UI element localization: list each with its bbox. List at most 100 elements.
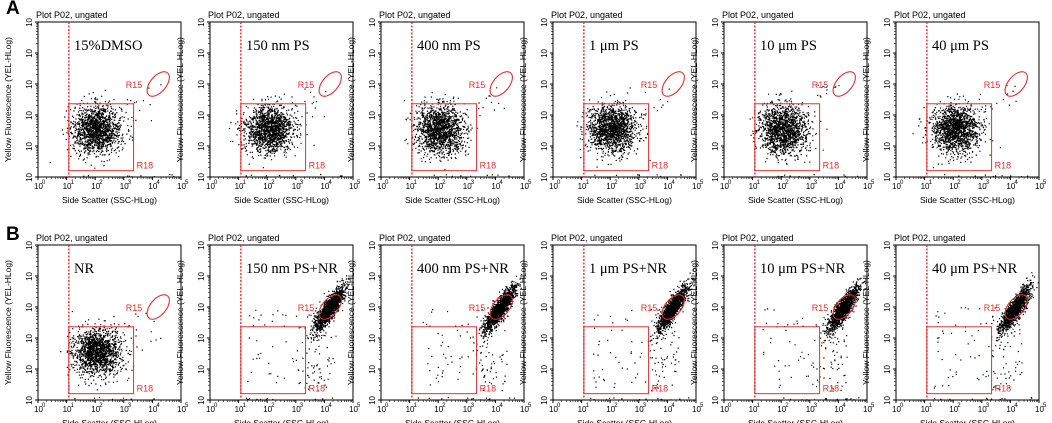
x-tick-label: 10 — [1035, 182, 1044, 191]
x-tick-exponent: 2 — [442, 403, 446, 409]
x-tick-label: 10 — [606, 182, 615, 191]
r18-gate — [926, 103, 993, 172]
x-tick-label: 10 — [921, 405, 930, 414]
x-tick-label: 10 — [892, 182, 901, 191]
x-tick-exponent: 2 — [785, 403, 789, 409]
panel-title: 400 nm PS — [417, 38, 481, 54]
panel-title: 1 μm PS+NR — [589, 261, 667, 277]
y-tick-label: 10 — [368, 79, 377, 88]
y-tick-label: 10 — [368, 395, 377, 404]
x-tick-label: 10 — [635, 182, 644, 191]
x-tick-exponent: 4 — [671, 180, 675, 186]
y-tick-label: 10 — [368, 110, 377, 119]
x-axis-label: Side Scatter (SSC-HLog) — [234, 195, 329, 205]
flow-plot-panel: Plot P02, ungated Yellow Fluorescence (YE… — [346, 233, 532, 423]
y-tick-label: 10 — [540, 333, 549, 342]
panel-title: 400 nm PS+NR — [417, 261, 509, 277]
flow-plot-panel: Plot P02, ungated Yellow Fluorescence (YE… — [861, 233, 1047, 423]
y-tick-label: 10 — [883, 48, 892, 57]
y-tick-label: 10 — [197, 79, 206, 88]
r18-gate-label: R18 — [823, 161, 840, 171]
x-tick-exponent: 0 — [385, 180, 389, 186]
x-tick-exponent: 0 — [900, 180, 904, 186]
y-tick-label: 10 — [197, 240, 206, 249]
y-tick-label: 10 — [368, 172, 377, 181]
plot-header: Plot P02, ungated — [551, 10, 623, 20]
y-axis-label: Yellow Fluorescence (YEL-HLog) — [175, 37, 185, 162]
y-tick-label: 10 — [540, 302, 549, 311]
x-tick-exponent: 0 — [557, 403, 561, 409]
x-tick-exponent: 0 — [42, 403, 46, 409]
x-axis-label: Side Scatter (SSC-HLog) — [748, 418, 843, 423]
x-tick-label: 10 — [349, 405, 358, 414]
flow-plot-panel: Plot P02, ungated Yellow Fluorescence (YE… — [518, 233, 704, 423]
x-tick-label: 10 — [635, 405, 644, 414]
x-axis-label: Side Scatter (SSC-HLog) — [62, 418, 157, 423]
x-axis-label: Side Scatter (SSC-HLog) — [62, 195, 157, 205]
r15-gate — [146, 71, 170, 97]
y-tick-label: 10 — [197, 110, 206, 119]
x-tick-label: 10 — [663, 182, 672, 191]
panel-title: 1 μm PS — [589, 38, 639, 54]
plot-header: Plot P02, ungated — [208, 233, 280, 243]
y-axis-label: Yellow Fluorescence (YEL-HLog) — [3, 260, 13, 385]
x-tick-label: 10 — [320, 182, 329, 191]
y-tick-label: 10 — [368, 271, 377, 280]
x-tick-label: 10 — [863, 405, 872, 414]
event-dots — [912, 84, 1029, 177]
r18-gate — [411, 326, 478, 395]
x-tick-exponent: 4 — [499, 403, 503, 409]
x-tick-exponent: 3 — [128, 403, 132, 409]
panel-title: 10 μm PS — [760, 38, 817, 54]
x-tick-label: 10 — [206, 405, 215, 414]
flow-plot-panel: Plot P02, ungated Yellow Fluorescence (YE… — [3, 10, 189, 205]
x-tick-label: 10 — [520, 405, 529, 414]
y-tick-label: 10 — [540, 271, 549, 280]
y-tick-label: 10 — [883, 271, 892, 280]
r18-gate-label: R18 — [995, 161, 1012, 171]
x-tick-label: 10 — [491, 405, 500, 414]
x-tick-label: 10 — [520, 182, 529, 191]
plot-header: Plot P02, ungated — [894, 10, 966, 20]
x-tick-exponent: 0 — [557, 180, 561, 186]
y-tick-label: 10 — [25, 333, 34, 342]
flow-plot-panel: Plot P02, ungated Yellow Fluorescence (YE… — [689, 233, 875, 423]
event-dots — [749, 84, 859, 177]
x-tick-label: 10 — [692, 405, 701, 414]
x-tick-exponent: 5 — [1043, 403, 1047, 409]
r15-gate-label: R15 — [984, 303, 1001, 313]
panel-title: NR — [74, 261, 94, 277]
y-tick-label: 10 — [25, 271, 34, 280]
x-tick-label: 10 — [148, 182, 157, 191]
y-tick-label: 10 — [711, 110, 720, 119]
x-tick-label: 10 — [549, 182, 558, 191]
y-tick-label: 10 — [25, 172, 34, 181]
x-tick-exponent: 4 — [328, 180, 332, 186]
x-tick-exponent: 1 — [757, 180, 761, 186]
x-tick-exponent: 3 — [814, 403, 818, 409]
y-tick-label: 10 — [368, 141, 377, 150]
x-tick-label: 10 — [692, 182, 701, 191]
x-tick-exponent: 3 — [471, 403, 475, 409]
r18-gate — [926, 326, 993, 395]
y-tick-label: 10 — [540, 17, 549, 26]
r18-gate-label: R18 — [137, 161, 154, 171]
x-tick-exponent: 2 — [785, 180, 789, 186]
plot-header: Plot P02, ungated — [208, 10, 280, 20]
x-tick-label: 10 — [863, 182, 872, 191]
r15-gate-label: R15 — [298, 80, 315, 90]
r15-gate — [1004, 294, 1028, 320]
r18-gate — [240, 326, 307, 395]
x-tick-exponent: 1 — [71, 180, 75, 186]
x-tick-label: 10 — [663, 405, 672, 414]
x-tick-label: 10 — [34, 182, 43, 191]
x-tick-exponent: 3 — [986, 180, 990, 186]
x-tick-exponent: 0 — [900, 403, 904, 409]
r18-gate-label: R18 — [137, 384, 154, 394]
event-dots — [60, 310, 162, 400]
y-tick-label: 10 — [883, 364, 892, 373]
x-tick-exponent: 4 — [1014, 180, 1018, 186]
x-tick-exponent: 3 — [471, 180, 475, 186]
x-tick-exponent: 4 — [156, 403, 160, 409]
r15-gate-label: R15 — [641, 303, 658, 313]
